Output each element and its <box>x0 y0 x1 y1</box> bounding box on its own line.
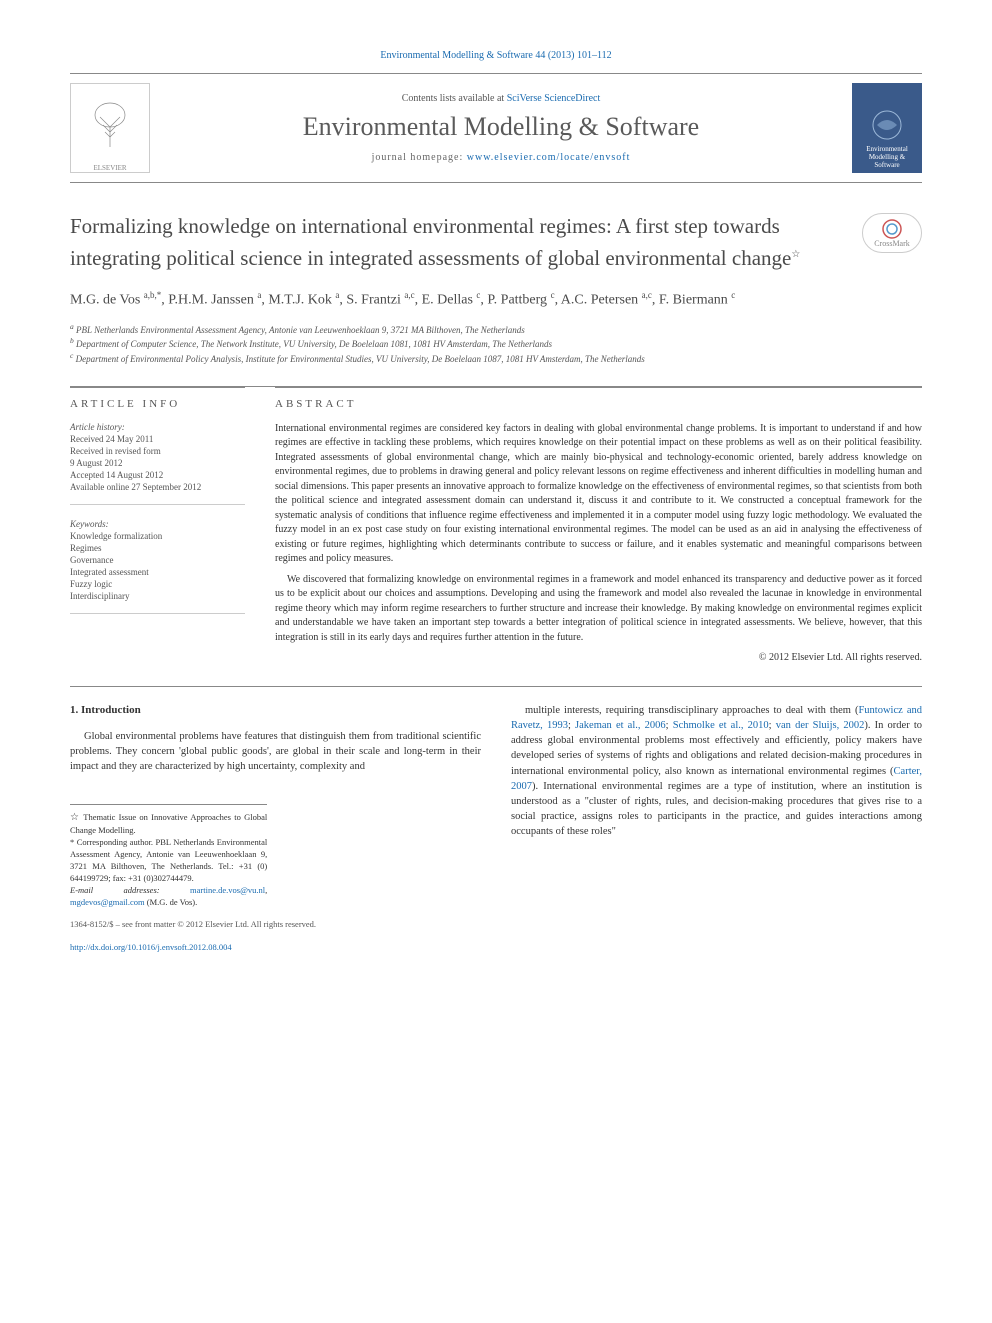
homepage-prefix: journal homepage: <box>372 152 467 163</box>
abstract-para-1: International environmental regimes are … <box>275 422 922 567</box>
sciencedirect-link[interactable]: SciVerse ScienceDirect <box>507 93 601 104</box>
article-info-heading: ARTICLE INFO <box>70 398 245 410</box>
star-icon <box>70 812 80 822</box>
footnote-thematic: Thematic Issue on Innovative Approaches … <box>70 811 267 837</box>
elsevier-tree-icon <box>85 84 135 164</box>
elsevier-logo: ELSEVIER <box>70 83 150 173</box>
email-link-2[interactable]: mgdevos@gmail.com <box>70 897 145 907</box>
doi-link[interactable]: http://dx.doi.org/10.1016/j.envsoft.2012… <box>70 942 232 952</box>
doi-line: http://dx.doi.org/10.1016/j.envsoft.2012… <box>70 941 481 953</box>
journal-header: ELSEVIER Contents lists available at Sci… <box>70 73 922 183</box>
abstract-para-2: We discovered that formalizing knowledge… <box>275 573 922 646</box>
cite-link-2[interactable]: Jakeman et al., 2006 <box>575 720 666 731</box>
affiliation-b: b Department of Computer Science, The Ne… <box>70 336 922 351</box>
top-reference: Environmental Modelling & Software 44 (2… <box>70 50 922 61</box>
p2-pre: multiple interests, requiring transdisci… <box>525 705 858 716</box>
keyword-line: Governance <box>70 555 245 565</box>
footnote-email: E-mail addresses: martine.de.vos@vu.nl, … <box>70 885 267 909</box>
author-list: M.G. de Vos a,b,*, P.H.M. Janssen a, M.T… <box>70 289 922 310</box>
cover-label: Environmental Modelling & Software <box>856 145 918 169</box>
keyword-line: Integrated assessment <box>70 567 245 577</box>
article-history-block: Article history: Received 24 May 2011 Rec… <box>70 422 245 505</box>
body-col-left: 1. Introduction Global environmental pro… <box>70 703 481 953</box>
history-line: Accepted 14 August 2012 <box>70 470 245 480</box>
p2-post: ). International environmental regimes a… <box>511 781 922 838</box>
article-info-column: ARTICLE INFO Article history: Received 2… <box>70 387 245 666</box>
crossmark-icon <box>882 219 902 239</box>
journal-cover-icon: Environmental Modelling & Software <box>852 83 922 173</box>
abstract-heading: ABSTRACT <box>275 398 922 410</box>
keyword-line: Fuzzy logic <box>70 579 245 589</box>
email-link-1[interactable]: martine.de.vos@vu.nl <box>190 885 265 895</box>
journal-name: Environmental Modelling & Software <box>150 112 852 142</box>
homepage-line: journal homepage: www.elsevier.com/locat… <box>150 152 852 163</box>
header-center: Contents lists available at SciVerse Sci… <box>150 93 852 163</box>
affiliation-a: a PBL Netherlands Environmental Assessme… <box>70 322 922 337</box>
footnotes: Thematic Issue on Innovative Approaches … <box>70 804 267 908</box>
elsevier-label: ELSEVIER <box>93 164 126 172</box>
history-line: Available online 27 September 2012 <box>70 482 245 492</box>
email-label: E-mail addresses: <box>70 885 160 895</box>
history-line: Received 24 May 2011 <box>70 434 245 444</box>
history-line: 9 August 2012 <box>70 458 245 468</box>
crossmark-label: CrossMark <box>874 239 910 248</box>
footnote-corresponding: * Corresponding author. PBL Netherlands … <box>70 837 267 885</box>
history-line: Received in revised form <box>70 446 245 456</box>
keyword-line: Interdisciplinary <box>70 591 245 601</box>
body-col-right: multiple interests, requiring transdisci… <box>511 703 922 953</box>
affiliation-c: c Department of Environmental Policy Ana… <box>70 351 922 366</box>
history-label: Article history: <box>70 422 245 432</box>
keywords-label: Keywords: <box>70 519 245 529</box>
keyword-line: Regimes <box>70 543 245 553</box>
cite-link-4[interactable]: van der Sluijs, 2002 <box>776 720 865 731</box>
keywords-block: Keywords: Knowledge formalization Regimes… <box>70 519 245 614</box>
section-heading-intro: 1. Introduction <box>70 703 481 719</box>
contents-line: Contents lists available at SciVerse Sci… <box>150 93 852 104</box>
body-para-1: Global environmental problems have featu… <box>70 729 481 775</box>
abstract-text: International environmental regimes are … <box>275 422 922 666</box>
contents-prefix: Contents lists available at <box>402 93 507 104</box>
affiliations: a PBL Netherlands Environmental Assessme… <box>70 322 922 366</box>
title-text: Formalizing knowledge on international e… <box>70 214 791 270</box>
article-title: Formalizing knowledge on international e… <box>70 213 842 273</box>
title-footnote-star-icon <box>791 241 800 261</box>
email-post: (M.G. de Vos). <box>145 897 198 907</box>
homepage-link[interactable]: www.elsevier.com/locate/envsoft <box>467 152 631 163</box>
body-two-column: 1. Introduction Global environmental pro… <box>70 686 922 953</box>
front-matter-line: 1364-8152/$ – see front matter © 2012 El… <box>70 918 481 930</box>
keyword-line: Knowledge formalization <box>70 531 245 541</box>
body-para-2: multiple interests, requiring transdisci… <box>511 703 922 840</box>
abstract-column: ABSTRACT International environmental reg… <box>275 387 922 666</box>
abstract-copyright: © 2012 Elsevier Ltd. All rights reserved… <box>275 651 922 666</box>
crossmark-badge[interactable]: CrossMark <box>862 213 922 253</box>
cite-link-3[interactable]: Schmolke et al., 2010 <box>673 720 769 731</box>
